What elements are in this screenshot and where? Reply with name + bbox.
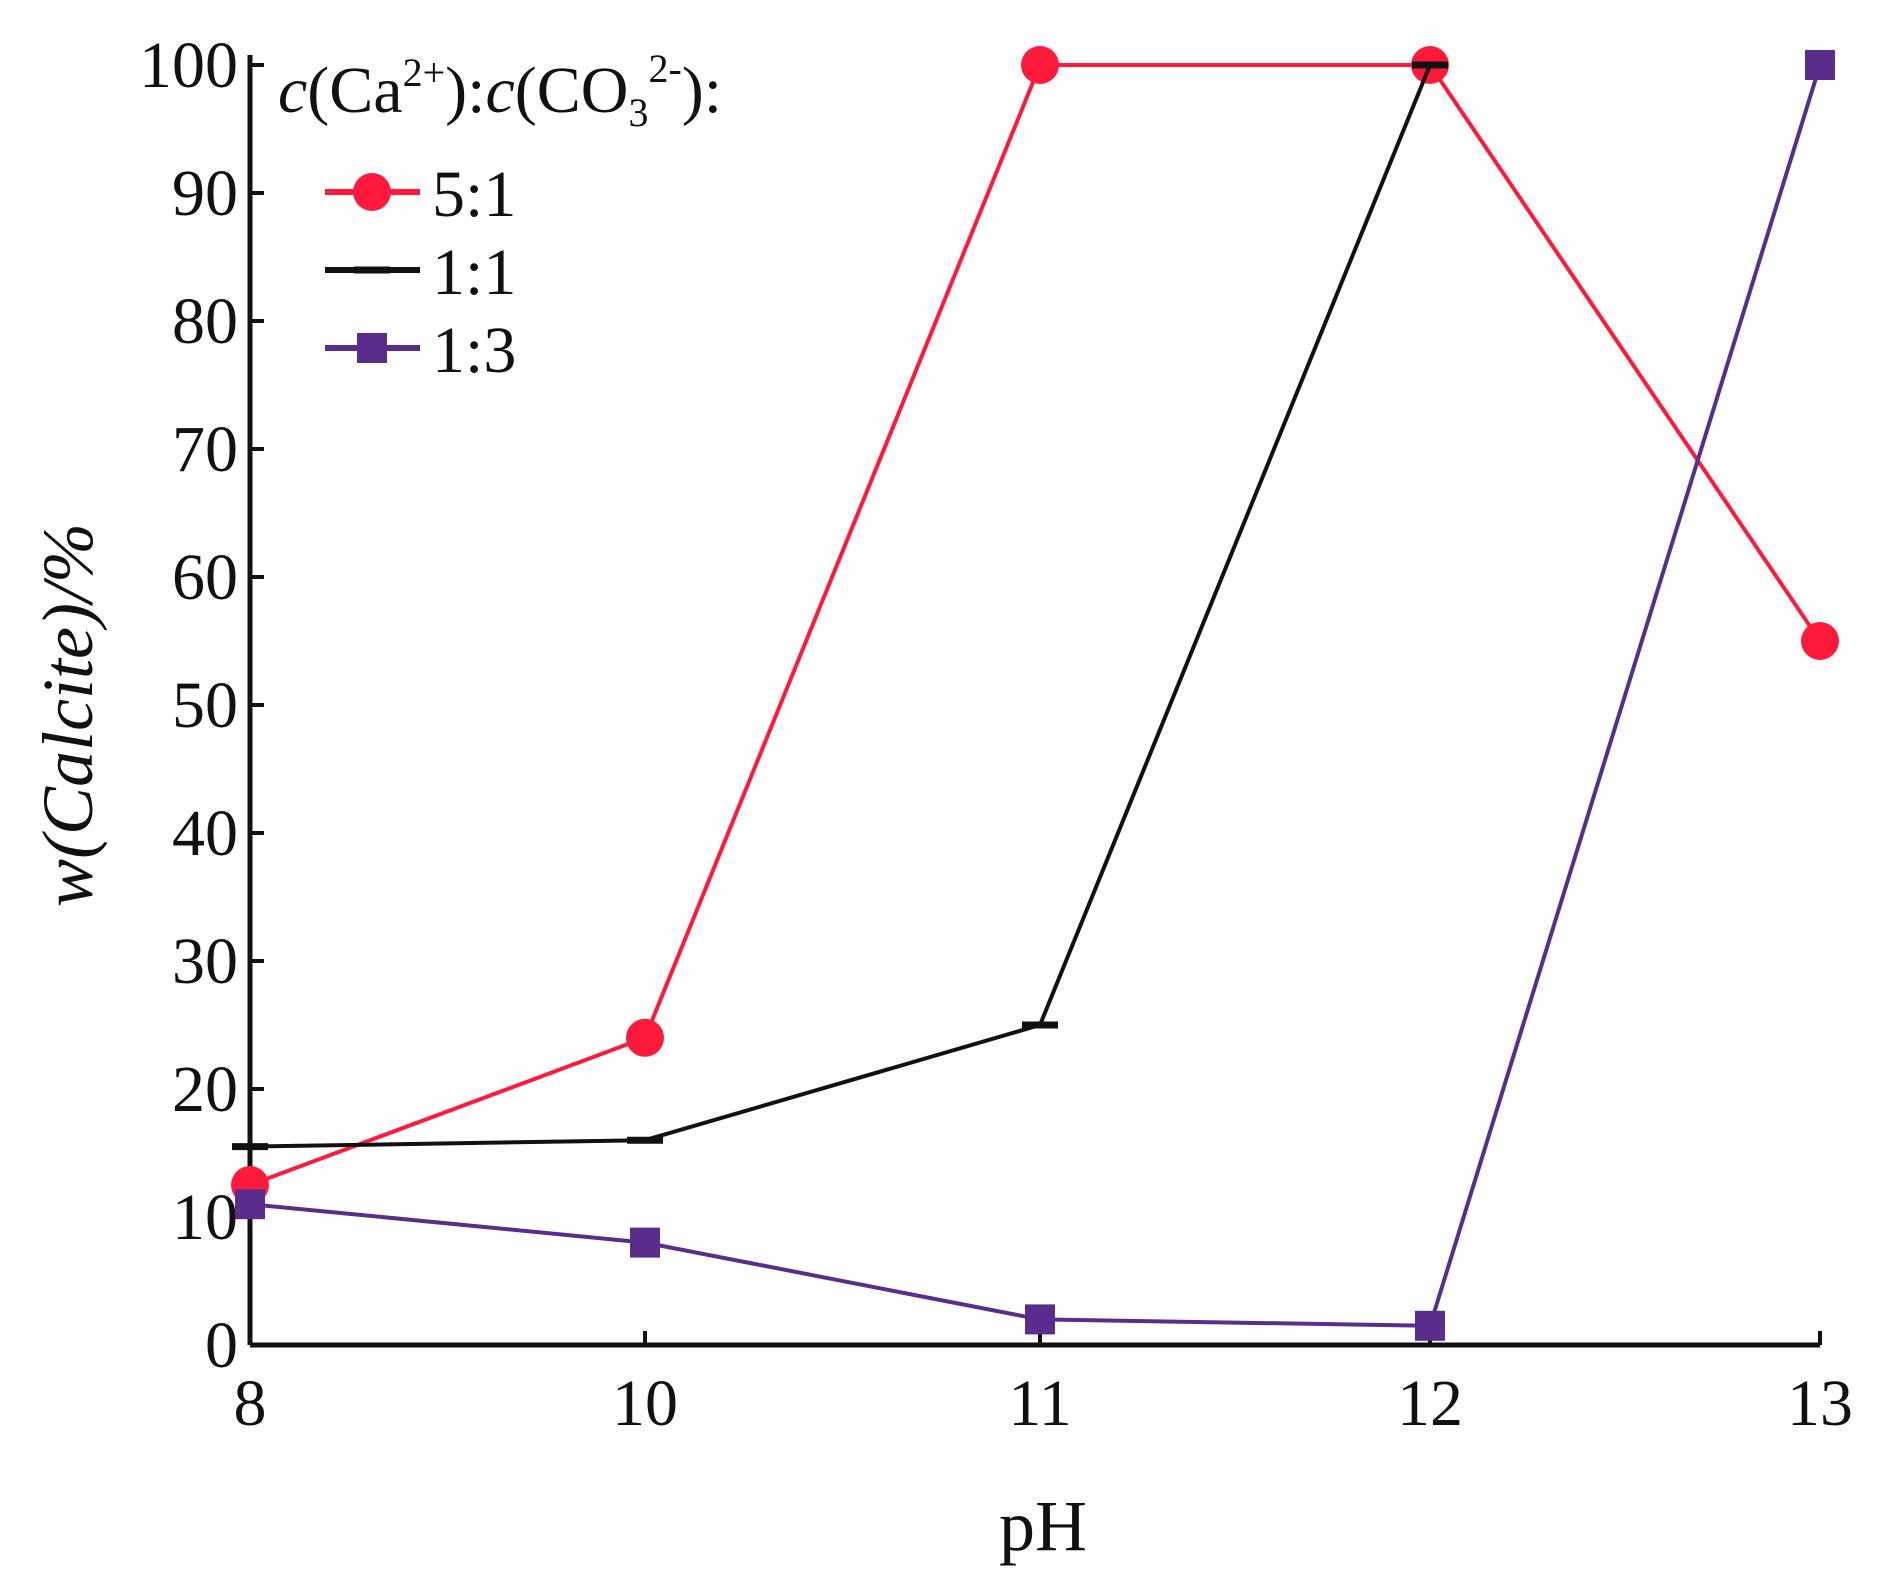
- series-1-1: [232, 61, 1448, 1151]
- legend-label: 5:1: [432, 158, 516, 231]
- data-point: [626, 1018, 664, 1057]
- y-tick-label: 60: [172, 541, 238, 614]
- x-tick-label: 12: [1397, 1367, 1463, 1440]
- legend-title-ion1: (Ca: [307, 54, 402, 127]
- x-tick-label: 8: [234, 1367, 267, 1440]
- legend-title-sub2: 3: [628, 90, 648, 135]
- legend-title-sup2: 2-: [648, 46, 681, 91]
- legend-entry: 1:3: [325, 314, 516, 387]
- x-tick-label: 11: [1008, 1367, 1072, 1440]
- series-line: [249, 64, 1432, 1149]
- y-tick-label: 10: [172, 1181, 238, 1254]
- x-tick-label: 10: [612, 1367, 678, 1440]
- axes: 0 10 20 30 40 50 60 70 80 90 100 8 10 11 12 13: [139, 29, 1853, 1440]
- data-point: [235, 1189, 265, 1220]
- series-1-3: [235, 50, 1835, 1341]
- data-point: [1415, 1310, 1445, 1341]
- x-axis-title: pH: [999, 1486, 1087, 1566]
- y-tick-label: 30: [172, 925, 238, 998]
- legend-entry: 1:1: [325, 236, 516, 309]
- legend-title-c1: c: [278, 54, 307, 127]
- legend: c(Ca2+):c(CO32-): 5:11:11:3: [278, 46, 722, 387]
- y-tick-label: 40: [172, 797, 238, 870]
- y-tick-label: 50: [172, 669, 238, 742]
- series-layer: [231, 46, 1839, 1341]
- legend-label: 1:1: [432, 236, 516, 309]
- data-point: [630, 1227, 660, 1258]
- legend-swatch-marker: [357, 333, 387, 363]
- legend-title-ion2: (CO: [515, 54, 629, 127]
- data-point: [1805, 50, 1835, 80]
- legend-entry: 5:1: [325, 158, 516, 231]
- y-tick-label: 90: [172, 157, 238, 230]
- y-tick-label: 70: [172, 413, 238, 486]
- x-tick-label: 13: [1787, 1367, 1853, 1440]
- y-tick-label: 20: [172, 1053, 238, 1126]
- data-point: [1021, 46, 1059, 84]
- data-point: [1801, 622, 1839, 660]
- y-tick-label: 0: [205, 1309, 238, 1382]
- legend-title-c2: c: [485, 54, 514, 127]
- y-axis-title: w(Calcite)/%: [28, 523, 108, 907]
- legend-swatch-marker: [353, 173, 391, 211]
- legend-label: 1:3: [432, 314, 516, 387]
- legend-title-mid: ):: [445, 54, 485, 127]
- data-point: [1025, 1304, 1055, 1335]
- series-line: [249, 63, 1822, 1187]
- y-tick-label: 80: [172, 285, 238, 358]
- legend-title: c(Ca2+):c(CO32-):: [278, 46, 722, 135]
- legend-title-end: ):: [682, 54, 722, 127]
- y-tick-label: 100: [139, 29, 238, 102]
- legend-title-sup1: 2+: [403, 50, 446, 95]
